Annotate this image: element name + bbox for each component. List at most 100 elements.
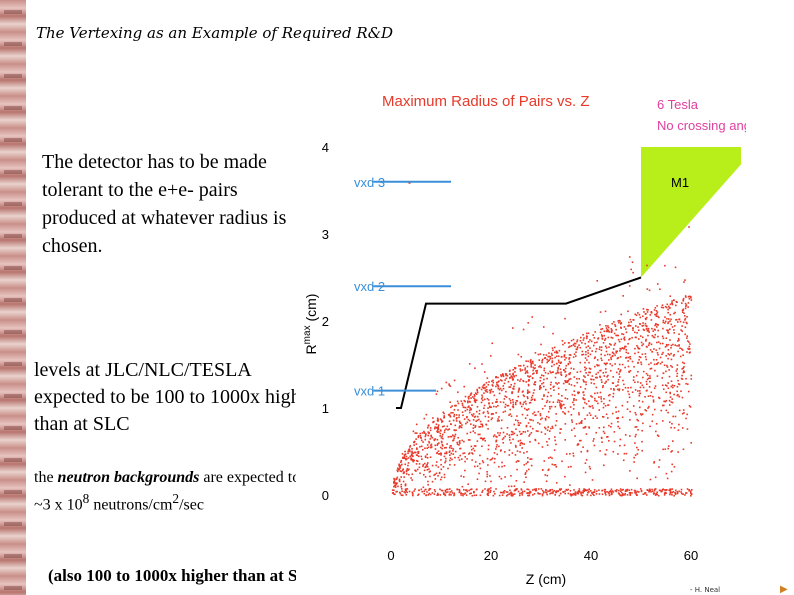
scatter-point: [680, 348, 683, 350]
scatter-point: [569, 406, 572, 408]
scatter-point: [609, 393, 611, 396]
scatter-point: [418, 489, 420, 491]
x-tick-label: 20: [484, 548, 498, 563]
scatter-point: [560, 407, 563, 410]
scatter-point: [391, 492, 394, 494]
scatter-point: [470, 407, 472, 410]
scatter-point: [601, 489, 603, 492]
scatter-point: [620, 338, 623, 341]
scatter-point: [687, 390, 690, 393]
scatter-point: [404, 463, 407, 466]
scatter-point: [574, 355, 577, 357]
scatter-point: [452, 411, 454, 414]
scatter-point: [491, 380, 493, 383]
scatter-point: [456, 441, 458, 444]
scatter-point: [616, 388, 619, 391]
scatter-point: [419, 436, 422, 439]
scatter-point: [547, 490, 549, 492]
scatter-point: [677, 379, 679, 382]
scatter-point: [642, 308, 645, 310]
scatter-point: [644, 353, 647, 355]
scatter-point: [634, 491, 637, 494]
scatter-point: [670, 358, 673, 361]
scatter-point: [429, 475, 431, 478]
scatter-point: [501, 491, 503, 494]
scatter-point: [505, 377, 508, 380]
scatter-point: [453, 464, 456, 466]
scatter-point: [482, 399, 484, 402]
scatter-point: [460, 492, 462, 495]
neutron-suffix: /sec: [179, 496, 204, 514]
scatter-point: [532, 489, 534, 491]
scatter-point: [429, 493, 432, 496]
scatter-point: [688, 489, 690, 492]
scatter-point: [628, 489, 630, 492]
scatter-point: [523, 452, 525, 454]
scatter-point: [474, 398, 476, 401]
scatter-point: [584, 369, 587, 371]
scatter-point: [684, 307, 687, 310]
scatter-point: [530, 362, 533, 365]
scatter-point: [635, 433, 637, 436]
scatter-point: [657, 335, 659, 338]
neutron-prefix: the: [34, 469, 58, 486]
scatter-point: [627, 356, 630, 359]
scatter-point: [662, 306, 665, 309]
scatter-point: [611, 364, 613, 367]
scatter-point: [518, 389, 520, 392]
scatter-point: [524, 400, 527, 403]
scatter-point: [664, 492, 667, 494]
scatter-point: [509, 489, 511, 492]
scatter-point: [639, 413, 642, 415]
scatter-point: [557, 372, 560, 374]
scatter-point: [629, 410, 631, 413]
scatter-point: [572, 338, 575, 341]
scatter-point: [498, 445, 500, 448]
scatter-point: [684, 494, 686, 496]
scatter-point: [484, 439, 487, 442]
scatter-point: [526, 391, 529, 393]
scatter-point: [464, 469, 466, 472]
scatter-point: [495, 488, 497, 490]
scatter-point: [572, 452, 575, 455]
scatter-point: [570, 494, 573, 497]
scatter-point: [486, 377, 489, 379]
scatter-point: [563, 355, 566, 358]
scatter-point: [634, 454, 637, 456]
scatter-point: [589, 467, 592, 470]
scatter-point: [690, 297, 692, 299]
scatter-point: [475, 420, 477, 422]
scatter-point: [495, 405, 497, 408]
scatter-point: [567, 488, 570, 491]
scatter-point: [508, 493, 511, 495]
scatter-point: [605, 350, 608, 353]
scatter-point: [685, 296, 687, 298]
scatter-point: [543, 369, 545, 372]
scatter-point: [681, 368, 684, 370]
scatter-point: [592, 440, 595, 442]
scatter-point: [606, 490, 608, 493]
scatter-point: [449, 445, 452, 447]
scatter-point: [533, 389, 536, 391]
scatter-point: [615, 334, 617, 337]
scatter-point: [672, 386, 674, 389]
scatter-point: [688, 295, 691, 298]
scatter-point: [469, 488, 472, 491]
scatter-point: [443, 416, 446, 419]
scatter-point: [634, 442, 636, 444]
scatter-point: [556, 370, 559, 372]
next-slide-icon[interactable]: ▶: [780, 584, 788, 595]
scatter-point: [415, 438, 417, 440]
scatter-point: [469, 407, 471, 409]
scatter-point: [688, 404, 691, 407]
scatter-point: [470, 488, 473, 490]
scatter-point: [680, 390, 682, 393]
scatter-point: [603, 330, 606, 333]
scatter-point: [646, 374, 649, 377]
scatter-point: [466, 415, 468, 418]
scatter-point: [665, 370, 667, 373]
scatter-point: [559, 362, 562, 364]
scatter-point: [434, 473, 436, 476]
scatter-point: [628, 370, 630, 373]
scatter-point: [408, 449, 411, 452]
